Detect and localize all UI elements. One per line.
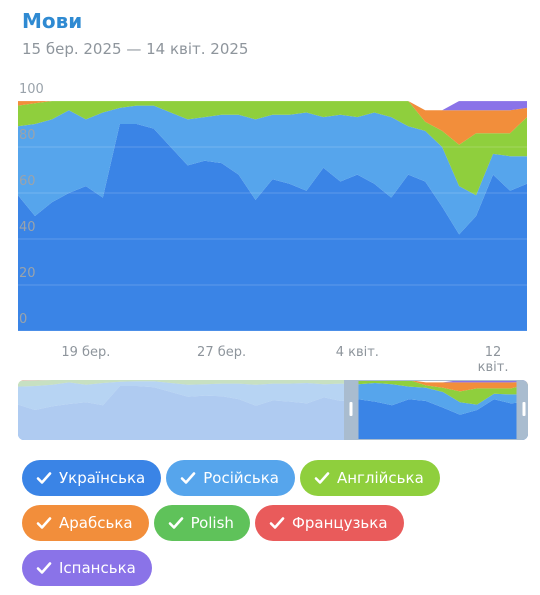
stacked-area-chart [18, 100, 527, 332]
nav-left-grip [349, 402, 353, 416]
legend-toggle-0[interactable]: Українська [22, 460, 162, 496]
legend-label: Українська [59, 469, 146, 487]
series-areas [18, 101, 527, 331]
legend-toggle-5[interactable]: Французька [254, 505, 404, 541]
checkmark-icon [314, 472, 330, 484]
nav-unselected-overlay [18, 380, 358, 440]
legend-label: Polish [190, 514, 234, 532]
x-tick-label: 4 квіт. [335, 345, 379, 360]
area-6 [18, 101, 527, 111]
legend-toggle-1[interactable]: Російська [166, 460, 295, 496]
y-tick-label: 80 [19, 128, 36, 143]
y-tick-label: 40 [19, 220, 36, 235]
area-2 [18, 101, 527, 196]
y-tick-label: 20 [19, 266, 36, 281]
x-tick-label: 19 бер. [61, 345, 111, 360]
y-tick-label: 60 [19, 174, 36, 189]
nav-selection [357, 380, 518, 440]
legend-label: Російська [203, 469, 279, 487]
checkmark-icon [36, 562, 52, 574]
area-1 [18, 105, 527, 235]
area-0 [18, 124, 527, 331]
checkmark-icon [168, 517, 183, 529]
range-navigator[interactable] [18, 380, 528, 440]
legend-label: Іспанська [59, 559, 136, 577]
legend-toggle-2[interactable]: Англійська [299, 460, 440, 496]
legend-toggle-4[interactable]: Polish [153, 505, 250, 541]
x-tick-label: 12 квіт. [477, 345, 509, 375]
y-tick-label: 0 [19, 312, 28, 327]
x-tick-label: 27 бер. [197, 345, 247, 360]
nav-area-2 [18, 380, 528, 405]
legend-toggle-3[interactable]: Арабська [22, 505, 149, 541]
nav-right-grip [522, 402, 526, 416]
legend-toggle-6[interactable]: Іспанська [22, 550, 152, 586]
checkmark-icon [180, 472, 196, 484]
y-tick-label: 100 [19, 82, 44, 97]
legend: Українська Російська Англійська Арабська Pol… [22, 460, 532, 595]
chart-title: Мови [22, 9, 83, 33]
legend-label: Арабська [59, 514, 133, 532]
checkmark-icon [269, 517, 285, 529]
gridlines [18, 100, 527, 332]
checkmark-icon [36, 472, 52, 484]
legend-label: Французька [291, 514, 388, 532]
checkmark-icon [36, 517, 52, 529]
date-range: 15 бер. 2025 — 14 квіт. 2025 [22, 40, 249, 58]
legend-label: Англійська [336, 469, 424, 487]
